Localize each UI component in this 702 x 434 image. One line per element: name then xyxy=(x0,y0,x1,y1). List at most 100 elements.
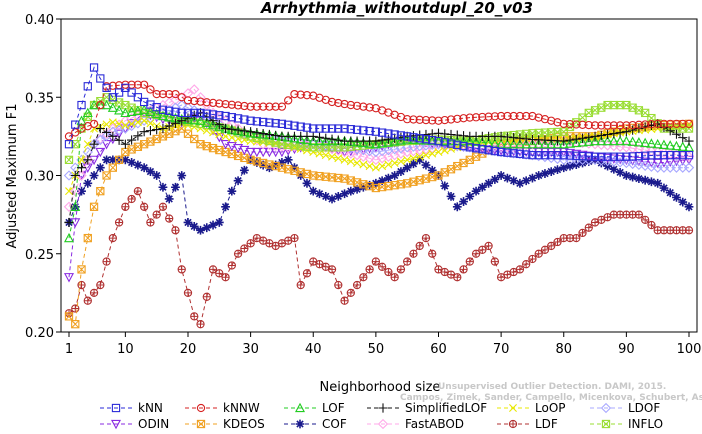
data-point-lof xyxy=(677,141,688,151)
data-point-knnw xyxy=(672,119,681,129)
data-point-lof xyxy=(414,134,425,145)
data-point-fastabod xyxy=(370,154,382,166)
data-point-simplifiedlof xyxy=(314,132,325,142)
data-point-simplifiedlof xyxy=(577,133,588,143)
data-point-knn xyxy=(296,122,305,131)
data-point-cof xyxy=(365,180,375,190)
data-point-knnw xyxy=(609,121,618,130)
data-point-ldf xyxy=(484,241,493,251)
data-point-lof xyxy=(646,138,657,148)
data-point-odin xyxy=(245,147,256,158)
data-point-loop xyxy=(83,140,92,149)
series-layer xyxy=(63,63,695,329)
data-point-knn xyxy=(584,152,593,161)
data-point-knnw xyxy=(459,114,468,123)
data-point-lof xyxy=(82,107,93,118)
data-point-simplifiedlof xyxy=(89,139,99,149)
legend-marker-ldf xyxy=(508,419,518,429)
data-point-knnw xyxy=(290,89,299,99)
data-point-knn xyxy=(321,124,330,133)
data-point-knn xyxy=(171,107,180,117)
watermark-line-2: Campos, Zimek, Sander, Campello, Micenko… xyxy=(400,393,702,403)
data-point-knnw xyxy=(215,99,224,108)
legend-label-kdeos: KDEOS xyxy=(223,417,265,431)
data-point-knn xyxy=(509,149,518,158)
data-point-knn xyxy=(352,125,362,134)
data-point-cof xyxy=(421,160,431,170)
data-point-knnw xyxy=(240,101,249,111)
data-point-cof xyxy=(647,177,656,187)
data-point-cof xyxy=(678,197,688,207)
data-point-lof xyxy=(596,135,607,146)
data-point-simplifiedlof xyxy=(584,132,594,142)
data-point-ldf xyxy=(534,249,543,258)
data-point-lof xyxy=(132,105,143,115)
data-point-cof xyxy=(308,186,318,196)
series-line-ldf xyxy=(68,190,689,326)
data-point-lof xyxy=(201,117,212,127)
data-point-knnw xyxy=(346,100,355,110)
legend-item-lof: LOF xyxy=(284,401,345,415)
data-point-knn xyxy=(302,123,312,132)
data-point-simplifiedlof xyxy=(70,170,80,181)
data-point-fastabod xyxy=(395,148,407,159)
y-axis: 0.20 0.25 0.30 0.35 0.40 xyxy=(25,13,61,341)
data-point-ldf xyxy=(377,262,387,271)
data-point-lof xyxy=(214,121,225,131)
data-point-knn xyxy=(133,93,143,102)
data-point-lof xyxy=(63,232,75,243)
data-point-cof xyxy=(383,173,393,183)
data-point-simplifiedlof xyxy=(590,131,600,141)
data-point-knn xyxy=(484,145,493,155)
data-point-knnw xyxy=(227,100,236,109)
data-point-simplifiedlof xyxy=(101,127,112,138)
data-point-knn xyxy=(158,105,168,114)
data-point-ldf xyxy=(421,233,431,243)
data-point-knn xyxy=(265,118,274,127)
data-point-cof xyxy=(634,174,644,184)
data-point-simplifiedlof xyxy=(678,133,688,143)
data-point-simplifiedlof xyxy=(684,136,694,146)
data-point-ldf xyxy=(221,273,230,282)
data-point-fastabod xyxy=(76,170,87,181)
data-point-ldf xyxy=(233,249,243,258)
data-point-cof xyxy=(277,158,287,167)
data-point-ldf xyxy=(453,273,462,282)
data-point-knnw xyxy=(465,113,474,122)
data-point-knn xyxy=(365,126,374,136)
data-point-knn xyxy=(190,108,199,118)
data-point-cof xyxy=(271,160,281,170)
data-point-ldf xyxy=(121,202,130,211)
data-point-cof xyxy=(440,181,450,191)
data-point-knn xyxy=(666,151,675,160)
watermark-line-1: Unsupervised Outlier Detection. DAMI, 20… xyxy=(438,382,666,392)
data-point-knnw xyxy=(415,115,424,124)
data-point-knn xyxy=(659,151,669,160)
data-point-odin xyxy=(264,147,275,158)
data-point-lof xyxy=(564,138,576,148)
data-point-lof xyxy=(377,137,388,148)
data-point-ldf xyxy=(89,288,99,298)
data-point-loop xyxy=(102,120,111,129)
legend-label-lof: LOF xyxy=(322,401,345,415)
data-point-lof xyxy=(458,135,469,146)
data-point-simplifiedlof xyxy=(220,123,231,134)
data-point-cof xyxy=(609,164,619,174)
data-point-knn xyxy=(196,108,205,118)
data-point-ldf xyxy=(171,226,180,235)
data-point-simplifiedlof xyxy=(227,124,237,134)
legend-label-fastabod: FastABOD xyxy=(405,417,464,431)
legend-marker-simplifiedlof xyxy=(378,403,388,413)
legend-marker-ldof xyxy=(600,402,612,414)
data-point-fastabod xyxy=(639,144,651,156)
data-point-knn xyxy=(165,106,174,115)
data-point-lof xyxy=(552,138,563,149)
data-point-cof xyxy=(409,159,418,169)
data-point-loop xyxy=(346,157,355,166)
data-point-lof xyxy=(295,133,306,144)
data-point-simplifiedlof xyxy=(76,163,87,173)
data-point-cof xyxy=(553,165,562,175)
data-point-knn xyxy=(421,135,431,144)
data-point-simplifiedlof xyxy=(239,126,249,136)
data-point-odin xyxy=(640,157,651,167)
